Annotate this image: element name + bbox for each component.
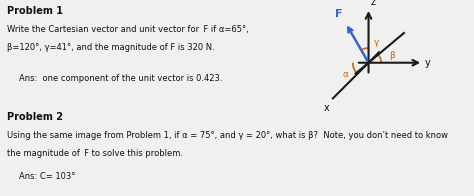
Text: F: F: [335, 9, 342, 19]
Text: Ans: C= 103°: Ans: C= 103°: [19, 172, 75, 181]
Text: the magnitude of  F to solve this problem.: the magnitude of F to solve this problem…: [7, 149, 183, 158]
Text: Ans:  one component of the unit vector is 0.423.: Ans: one component of the unit vector is…: [19, 74, 222, 83]
Text: γ: γ: [374, 38, 379, 47]
Text: x: x: [324, 103, 329, 113]
Text: Write the Cartesian vector and unit vector for  F if α=65°,: Write the Cartesian vector and unit vect…: [7, 25, 249, 34]
Text: β=120°, γ=41°, and the magnitude of F is 320 N.: β=120°, γ=41°, and the magnitude of F is…: [7, 43, 215, 52]
Text: z: z: [371, 0, 376, 7]
Text: y: y: [424, 58, 430, 68]
Text: α: α: [343, 70, 348, 79]
Text: Using the same image from Problem 1, if α = 75°, and γ = 20°, what is β?  Note, : Using the same image from Problem 1, if …: [7, 131, 448, 140]
Text: β: β: [389, 51, 394, 60]
Text: Problem 1: Problem 1: [7, 6, 63, 16]
Text: Problem 2: Problem 2: [7, 112, 63, 122]
